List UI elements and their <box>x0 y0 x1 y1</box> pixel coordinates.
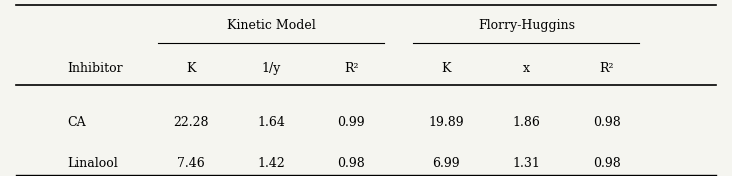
Text: 0.99: 0.99 <box>337 116 365 129</box>
Text: Linalool: Linalool <box>67 157 118 170</box>
Text: 1.64: 1.64 <box>257 116 285 129</box>
Text: Kinetic Model: Kinetic Model <box>227 19 315 32</box>
Text: 22.28: 22.28 <box>173 116 209 129</box>
Text: 1/y: 1/y <box>261 62 281 75</box>
Text: x: x <box>523 62 530 75</box>
Text: 1.31: 1.31 <box>512 157 540 170</box>
Text: K: K <box>186 62 195 75</box>
Text: 6.99: 6.99 <box>433 157 460 170</box>
Text: 1.86: 1.86 <box>512 116 540 129</box>
Text: 7.46: 7.46 <box>177 157 205 170</box>
Text: R²: R² <box>600 62 614 75</box>
Text: R²: R² <box>344 62 359 75</box>
Text: 0.98: 0.98 <box>337 157 365 170</box>
Text: Inhibitor: Inhibitor <box>67 62 123 75</box>
Text: 0.98: 0.98 <box>593 157 621 170</box>
Text: CA: CA <box>67 116 86 129</box>
Text: 19.89: 19.89 <box>428 116 464 129</box>
Text: K: K <box>441 62 451 75</box>
Text: 1.42: 1.42 <box>258 157 285 170</box>
Text: Florry-Huggins: Florry-Huggins <box>478 19 575 32</box>
Text: 0.98: 0.98 <box>593 116 621 129</box>
